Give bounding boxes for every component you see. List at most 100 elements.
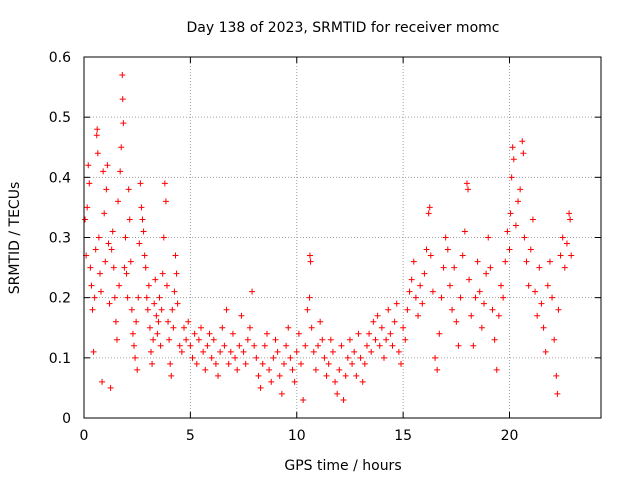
data-point (559, 234, 566, 241)
chart-title: Day 138 of 2023, SRMTID for receiver mom… (187, 20, 500, 36)
y-tick-label: 0.5 (49, 110, 71, 126)
data-point (225, 360, 232, 367)
data-point (274, 348, 281, 355)
x-tick-label: 15 (394, 428, 412, 444)
data-point (249, 288, 256, 295)
data-point (106, 300, 113, 307)
data-point (162, 198, 169, 205)
data-point (438, 294, 445, 301)
data-point (432, 354, 439, 361)
data-point (332, 378, 339, 385)
data-point (87, 264, 94, 271)
data-point (244, 336, 251, 343)
data-point (387, 330, 394, 337)
y-tick-label: 0.4 (49, 170, 71, 186)
data-point (495, 312, 502, 319)
data-point (295, 330, 302, 337)
data-point (172, 252, 179, 259)
data-point (298, 360, 305, 367)
data-point (198, 324, 205, 331)
data-point (523, 258, 530, 265)
data-point (253, 354, 260, 361)
data-point (204, 342, 211, 349)
data-point (380, 354, 387, 361)
data-point (465, 186, 472, 193)
data-point (161, 180, 168, 187)
data-point (393, 300, 400, 307)
data-point (105, 240, 112, 247)
data-point (567, 216, 574, 223)
data-point (429, 288, 436, 295)
data-point (340, 396, 347, 403)
data-point (510, 156, 517, 163)
data-point (378, 324, 385, 331)
data-point (517, 186, 524, 193)
data-point (251, 342, 258, 349)
y-tick-label: 0.3 (49, 231, 71, 247)
data-point (104, 162, 111, 169)
data-point (128, 306, 135, 313)
data-point (391, 318, 398, 325)
data-point (141, 252, 148, 259)
data-point (238, 312, 245, 319)
data-point (312, 366, 319, 373)
data-point (126, 216, 133, 223)
data-point (359, 378, 366, 385)
data-point (170, 324, 177, 331)
data-point (129, 330, 136, 337)
data-points (82, 72, 575, 403)
data-point (151, 300, 158, 307)
data-point (459, 252, 466, 259)
data-point (455, 342, 462, 349)
data-point (315, 342, 322, 349)
data-point (520, 150, 527, 157)
data-point (285, 324, 292, 331)
data-point (94, 150, 101, 157)
data-point (566, 210, 573, 217)
data-point (406, 288, 413, 295)
data-point (110, 264, 117, 271)
data-point (370, 318, 377, 325)
data-point (84, 204, 91, 211)
data-point (215, 372, 222, 379)
data-point (417, 282, 424, 289)
data-point (344, 354, 351, 361)
data-point (232, 354, 239, 361)
data-point (185, 318, 192, 325)
data-point (480, 300, 487, 307)
data-point (476, 288, 483, 295)
data-point (323, 372, 330, 379)
data-point (472, 294, 479, 301)
x-tick-label: 20 (501, 428, 519, 444)
data-point (85, 162, 92, 169)
data-point (88, 282, 95, 289)
data-point (529, 216, 536, 223)
data-point (321, 354, 328, 361)
data-point (307, 258, 314, 265)
data-point (168, 372, 175, 379)
data-point (102, 258, 109, 265)
data-point (563, 240, 570, 247)
data-point (304, 306, 311, 313)
data-point (94, 126, 101, 133)
data-point (138, 204, 145, 211)
data-point (223, 306, 230, 313)
data-point (191, 330, 198, 337)
data-point (136, 240, 143, 247)
data-point (158, 306, 165, 313)
y-tick-label: 0.2 (49, 291, 71, 307)
y-tick-label: 0.1 (49, 351, 71, 367)
data-point (368, 348, 375, 355)
data-point (90, 348, 97, 355)
data-point (366, 330, 373, 337)
data-point (227, 348, 234, 355)
x-ticks: 0 5 10 15 20 (80, 57, 519, 444)
data-point (99, 378, 106, 385)
data-point (242, 360, 249, 367)
grid (84, 57, 601, 418)
data-point (500, 294, 507, 301)
data-point (451, 264, 458, 271)
data-point (276, 372, 283, 379)
data-point (246, 324, 253, 331)
data-point (229, 330, 236, 337)
